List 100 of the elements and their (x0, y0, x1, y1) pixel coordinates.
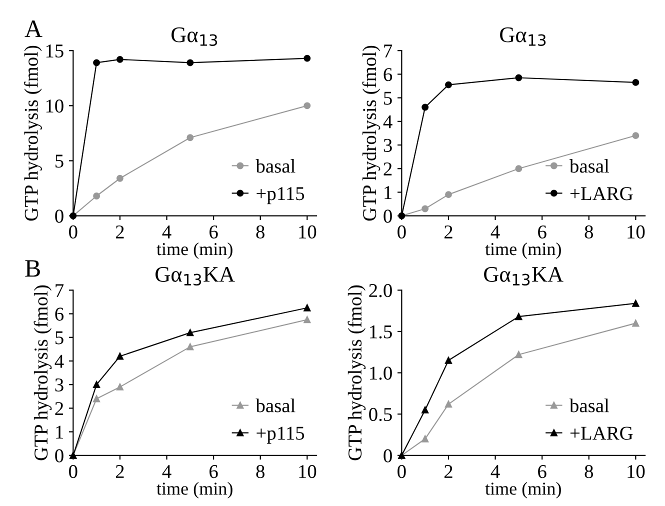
y-tick-label: 3 (55, 378, 64, 392)
point (445, 81, 452, 88)
y-tick-label: 4 (54, 354, 64, 368)
point (515, 165, 522, 172)
text: A (24, 20, 42, 38)
point (422, 104, 429, 111)
point (116, 56, 124, 63)
legend-label: +LARG (570, 187, 633, 200)
point (93, 395, 100, 402)
x-tick-label: 4 (490, 226, 500, 238)
x-tick-label: 2 (444, 225, 452, 238)
point (93, 381, 100, 388)
point (445, 191, 452, 198)
chart-title: Gα$_{13}$ (500, 27, 546, 46)
x-tick-label: 6 (210, 465, 218, 478)
legend-label: basal (256, 398, 296, 412)
point (116, 174, 124, 182)
point (515, 351, 522, 358)
chart-title: Gα$_{13}$ (172, 27, 218, 46)
y-tick-label: 1 (56, 426, 63, 439)
x-tick-label: 0 (398, 225, 406, 239)
y-axis-title: GTP hydrolysis (fmol) (34, 285, 52, 460)
point (304, 304, 311, 312)
x-tick-label: 8 (584, 225, 594, 239)
y-tick-label: 2 (384, 162, 392, 176)
point (422, 205, 429, 212)
point (116, 352, 124, 360)
y-tick-label: 0 (384, 449, 392, 462)
point (422, 406, 429, 414)
legend-label: +p115 (256, 426, 304, 444)
point (116, 383, 124, 390)
x-tick-label: 8 (256, 464, 264, 478)
point (186, 343, 194, 350)
point (186, 59, 194, 66)
x-tick-label: 10 (299, 464, 316, 478)
legend-label: basal (256, 159, 296, 173)
x-axis-title: time (min) (156, 242, 232, 259)
point (515, 74, 522, 82)
point (632, 300, 640, 307)
x-tick-label: 6 (210, 225, 218, 239)
point (304, 102, 311, 110)
point (93, 192, 100, 200)
y-axis-title: GTP hydrolysis (fmol) (362, 46, 380, 221)
legend-label: basal (569, 159, 610, 173)
y-tick-label: 1.5 (370, 325, 392, 339)
x-tick-label: 2 (444, 465, 452, 478)
y-tick-label: 2.0 (369, 284, 392, 298)
y-tick-label: 5 (56, 331, 64, 344)
point (186, 134, 194, 142)
x-tick-label: 0 (69, 225, 78, 239)
y-axis-title: GTP hydrolysis (fmol) (24, 46, 42, 221)
x-tick-label: 2 (116, 225, 124, 238)
y-tick-label: 7 (384, 44, 392, 58)
x-tick-label: 4 (162, 465, 172, 478)
x-axis-title: time (min) (485, 482, 561, 498)
x-tick-label: 4 (162, 226, 172, 238)
legend-label: basal (569, 398, 610, 412)
y-tick-label: 1 (384, 186, 392, 199)
x-tick-label: 10 (299, 225, 316, 239)
point (445, 400, 452, 408)
x-tick-label: 0 (69, 464, 78, 478)
y-tick-label: 1.0 (370, 366, 392, 380)
x-tick-label: 10 (628, 225, 645, 239)
y-tick-label: 7 (56, 284, 64, 297)
legend-label: +p115 (256, 187, 304, 204)
y-tick-label: 4 (383, 115, 392, 128)
point (186, 329, 194, 336)
y-tick-label: 6 (384, 68, 392, 82)
point (422, 435, 429, 442)
point (93, 59, 100, 66)
y-tick-label: 10 (46, 99, 64, 113)
y-tick-label: 0.5 (369, 408, 392, 422)
x-tick-label: 8 (256, 225, 264, 239)
x-tick-label: 6 (538, 225, 546, 239)
point (515, 313, 522, 320)
x-tick-label: 6 (538, 465, 546, 478)
chart-title: Gα$_{13}$KA (156, 266, 235, 286)
legend-label: +LARG (570, 426, 633, 440)
x-tick-label: 8 (584, 464, 594, 478)
x-tick-label: 0 (398, 464, 406, 478)
y-tick-label: 0 (55, 210, 64, 223)
point (632, 132, 640, 140)
y-axis-title: GTP hydrolysis (fmol) (348, 285, 366, 460)
point (304, 54, 311, 62)
point (445, 356, 452, 364)
y-tick-label: 6 (55, 308, 64, 321)
y-tick-label: 0 (384, 210, 392, 223)
x-axis-title: time (min) (485, 242, 561, 259)
y-tick-label: 15 (46, 44, 64, 58)
point (304, 316, 311, 324)
x-axis-title: time (min) (156, 482, 232, 498)
point (632, 320, 640, 327)
y-tick-label: 0 (55, 449, 64, 462)
y-tick-label: 2 (55, 402, 64, 415)
x-tick-label: 2 (116, 465, 124, 478)
chart-title: Gα$_{13}$KA (484, 266, 564, 286)
x-tick-label: 4 (490, 465, 500, 478)
point (632, 78, 640, 86)
text: B (25, 260, 40, 277)
y-tick-label: 3 (384, 138, 392, 152)
